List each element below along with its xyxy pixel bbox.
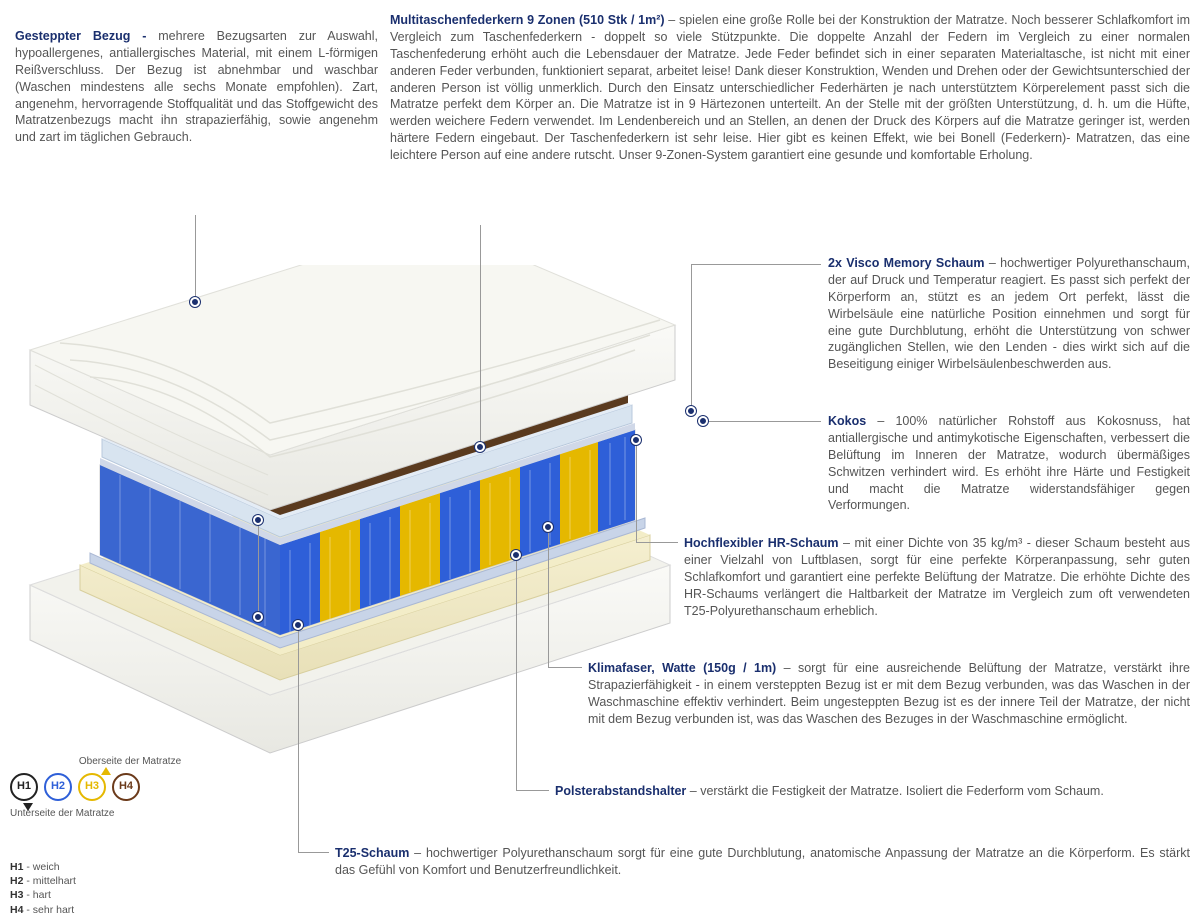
- text-t25: – hochwertiger Polyurethanschaum sorgt f…: [335, 846, 1190, 877]
- callout-line: [298, 625, 299, 852]
- section-bezug: Gesteppter Bezug - mehrere Bezugsarten z…: [15, 28, 378, 146]
- text-bezug: mehrere Bezugsarten zur Auswahl, hypoall…: [15, 29, 378, 144]
- arrow-down-icon: [23, 803, 33, 811]
- callout-line: [691, 264, 821, 265]
- heading-kokos: Kokos: [828, 414, 866, 428]
- callout-dot-klima: [543, 522, 553, 532]
- callout-dot-bezug: [190, 297, 200, 307]
- section-visco: 2x Visco Memory Schaum – hochwertiger Po…: [828, 255, 1190, 373]
- callout-dot-t25: [293, 620, 303, 630]
- text-federkern: – spielen eine große Rolle bei der Konst…: [390, 13, 1190, 162]
- text-kokos: – 100% natürlicher Rohstoff aus Kokosnus…: [828, 414, 1190, 512]
- heading-bezug: Gesteppter Bezug -: [15, 29, 158, 43]
- legend-bottom-label: Unterseite der Matratze: [10, 807, 190, 821]
- callout-dot-visco: [686, 406, 696, 416]
- callout-line: [691, 264, 692, 409]
- heading-hr: Hochflexibler HR-Schaum: [684, 536, 839, 550]
- hardness-legend: Oberseite der Matratze H1 H2 H3 H4 Unter…: [10, 755, 190, 917]
- heading-t25: T25-Schaum: [335, 846, 409, 860]
- section-t25: T25-Schaum – hochwertiger Polyurethansch…: [335, 845, 1190, 879]
- heading-polster: Polsterabstandshalter: [555, 784, 686, 798]
- text-visco: – hochwertiger Polyurethanschaum, der au…: [828, 256, 1190, 371]
- callout-dot-federkern: [475, 442, 485, 452]
- callout-line: [480, 225, 481, 445]
- hardness-h3: H3: [78, 773, 106, 801]
- section-kokos: Kokos – 100% natürlicher Rohstoff aus Ko…: [828, 413, 1190, 514]
- callout-line: [548, 667, 582, 668]
- callout-line: [516, 555, 517, 790]
- legend-list: H1 - weich H2 - mittelhart H3 - hart H4 …: [10, 860, 190, 917]
- callout-line: [636, 542, 678, 543]
- callout-line: [516, 790, 549, 791]
- section-polster: Polsterabstandshalter – verstärkt die Fe…: [555, 783, 1190, 800]
- text-polster: – verstärkt die Festigkeit der Matratze.…: [686, 784, 1104, 798]
- heading-federkern: Multitaschenfederkern 9 Zonen (510 Stk /…: [390, 13, 665, 27]
- callout-dot-polster: [511, 550, 521, 560]
- callout-dot-bezug-side: [253, 515, 263, 525]
- arrow-up-icon: [101, 767, 111, 775]
- hardness-h1: H1: [10, 773, 38, 801]
- callout-dot-kokos: [698, 416, 708, 426]
- callout-line: [195, 215, 196, 300]
- callout-line: [705, 421, 821, 422]
- callout-line: [636, 440, 637, 542]
- section-federkern: Multitaschenfederkern 9 Zonen (510 Stk /…: [390, 12, 1190, 164]
- heading-visco: 2x Visco Memory Schaum: [828, 256, 985, 270]
- legend-top-label: Oberseite der Matratze: [70, 755, 190, 769]
- hardness-h4: H4: [112, 773, 140, 801]
- section-hr: Hochflexibler HR-Schaum – mit einer Dich…: [684, 535, 1190, 619]
- callout-dot-bezug-bottom: [253, 612, 263, 622]
- hardness-circles: H1 H2 H3 H4: [10, 773, 190, 801]
- callout-dot-hr: [631, 435, 641, 445]
- hardness-h2: H2: [44, 773, 72, 801]
- callout-line: [298, 852, 329, 853]
- mattress-diagram: [20, 265, 690, 755]
- callout-line: [258, 520, 259, 615]
- callout-line: [548, 527, 549, 667]
